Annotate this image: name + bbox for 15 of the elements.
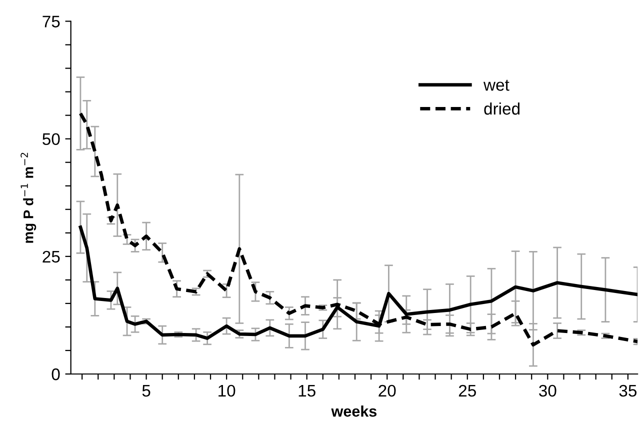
x-tick-label: 35 <box>619 384 636 397</box>
x-tick-label: 25 <box>458 384 476 397</box>
x-tick-label: 10 <box>218 384 236 397</box>
y-tick-label: 0 <box>52 368 60 380</box>
y-tick-label: 50 <box>42 133 60 146</box>
x-axis-title: weeks <box>331 406 377 417</box>
x-tick-label: 30 <box>539 384 556 397</box>
x-tick-label: 15 <box>298 385 316 397</box>
legend-label: wet <box>483 80 510 91</box>
legend-label: dried <box>484 102 520 115</box>
x-tick-label: 20 <box>378 384 396 397</box>
y-tick-label: 25 <box>42 250 60 263</box>
x-tick-label: 5 <box>142 385 150 397</box>
y-tick-label: 75 <box>42 16 60 28</box>
y-axis-title: mg P d$^{−1}$ m$^{−2}$ <box>20 152 36 243</box>
